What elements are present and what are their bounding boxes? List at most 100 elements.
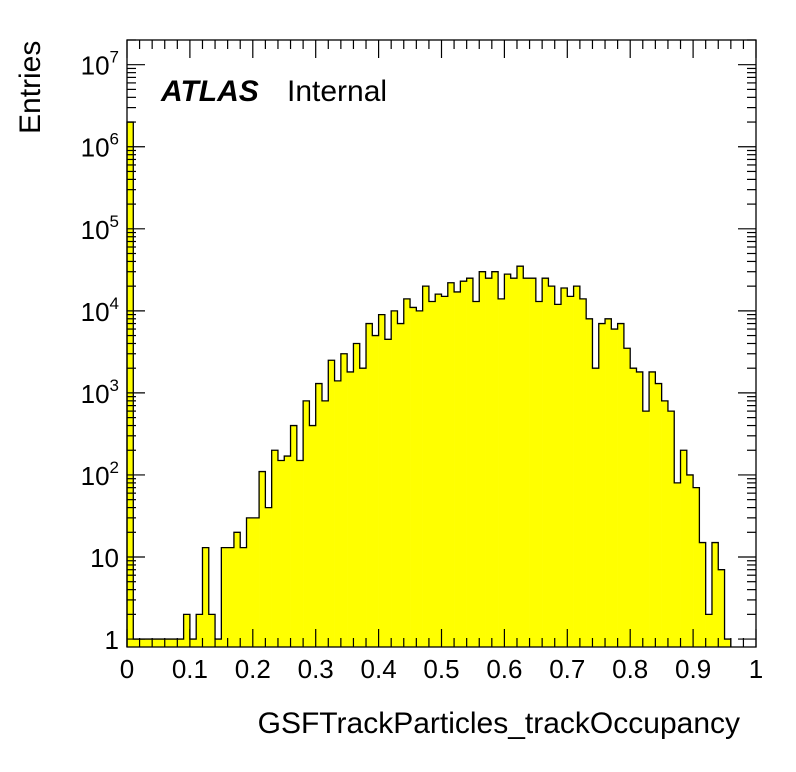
histogram-bar bbox=[215, 639, 222, 647]
histogram-bar bbox=[353, 343, 361, 647]
x-tick-label: 0.1 bbox=[172, 654, 208, 684]
x-tick-label: 0.3 bbox=[298, 654, 334, 684]
histogram-bar bbox=[435, 294, 442, 647]
histogram-bar bbox=[359, 368, 367, 647]
histogram-bar bbox=[259, 471, 266, 647]
histogram-bar bbox=[441, 296, 449, 647]
histogram-bar bbox=[410, 307, 417, 647]
y-tick-label: 106 bbox=[81, 130, 119, 163]
histogram-bar bbox=[246, 517, 254, 647]
histogram-bar bbox=[315, 383, 323, 647]
histogram-bar bbox=[479, 271, 486, 647]
histogram-bar bbox=[189, 639, 197, 647]
histogram-bar bbox=[164, 639, 172, 647]
histogram-bar bbox=[573, 286, 581, 647]
histogram-bar bbox=[686, 474, 694, 647]
histogram-bar bbox=[454, 291, 461, 647]
histogram-bar bbox=[586, 318, 593, 647]
histogram-bar bbox=[177, 639, 184, 647]
histogram-bar bbox=[699, 542, 706, 647]
histogram-bar bbox=[303, 400, 310, 647]
histogram-bar bbox=[636, 371, 644, 647]
histogram-bar bbox=[397, 323, 405, 647]
histogram-bar bbox=[428, 301, 436, 647]
histogram-bar bbox=[378, 314, 386, 647]
histogram-bar bbox=[642, 411, 650, 647]
histogram-bar bbox=[605, 318, 612, 647]
histogram-bar bbox=[680, 450, 688, 647]
histogram-bar bbox=[321, 400, 329, 647]
y-tick-label: 103 bbox=[81, 376, 119, 409]
histogram-bar bbox=[661, 400, 669, 647]
histogram-bar bbox=[724, 639, 732, 647]
histogram-bar bbox=[510, 278, 518, 647]
y-tick-labels: 1 10 102 103 104 105 106 107 bbox=[81, 48, 119, 655]
histogram-bar bbox=[296, 460, 304, 647]
histogram-bar bbox=[328, 360, 335, 647]
histogram-bar bbox=[554, 304, 562, 647]
histogram-bar bbox=[372, 335, 379, 647]
histogram-bar bbox=[667, 411, 675, 647]
histogram-bar bbox=[422, 286, 430, 647]
histogram-bar bbox=[705, 614, 713, 647]
histogram-bar bbox=[252, 517, 260, 647]
histogram-bar bbox=[202, 547, 210, 647]
y-tick-label: 102 bbox=[81, 458, 119, 491]
histogram-bar bbox=[592, 368, 600, 647]
histogram-bar bbox=[523, 278, 530, 647]
x-tick-label: 0.7 bbox=[549, 654, 585, 684]
axis-ticks bbox=[126, 39, 757, 647]
histogram-bar bbox=[535, 301, 543, 647]
x-tick-label: 0.2 bbox=[235, 654, 271, 684]
x-tick-label: 0 bbox=[120, 654, 134, 684]
histogram-bar bbox=[630, 368, 637, 647]
histogram-bar bbox=[271, 450, 279, 647]
histogram-bar bbox=[227, 547, 235, 647]
histogram-bar bbox=[416, 310, 423, 647]
x-tick-label: 0.4 bbox=[361, 654, 397, 684]
y-tick-label: 104 bbox=[81, 294, 119, 327]
histogram-bar bbox=[649, 371, 656, 647]
histogram-bar bbox=[498, 298, 505, 647]
histogram-bar bbox=[340, 353, 348, 647]
histogram-bar bbox=[183, 614, 191, 647]
histogram-bar bbox=[548, 286, 556, 647]
x-tick-label: 0.5 bbox=[423, 654, 459, 684]
histogram-bar bbox=[485, 278, 493, 647]
histogram-bar bbox=[152, 639, 159, 647]
histogram-bar bbox=[265, 507, 272, 647]
x-tick-labels: 0 0.1 0.2 0.3 0.4 0.5 0.6 0.7 0.8 0.9 1 bbox=[120, 654, 763, 684]
histogram-bar bbox=[674, 482, 681, 647]
histogram-bar bbox=[403, 298, 411, 647]
histogram-bar bbox=[133, 639, 140, 647]
histogram-bar bbox=[655, 383, 662, 647]
histogram-bar bbox=[127, 122, 134, 648]
histogram-bar bbox=[472, 301, 480, 647]
x-tick-label: 1 bbox=[749, 654, 763, 684]
histogram-bar bbox=[139, 639, 147, 647]
histogram-bar bbox=[366, 323, 373, 647]
histogram-bar bbox=[208, 614, 216, 647]
histogram-outline bbox=[126, 121, 732, 647]
y-axis-label: Entries bbox=[14, 41, 47, 134]
histogram-bar bbox=[158, 639, 166, 647]
histogram-bar bbox=[384, 339, 392, 647]
histogram-bar bbox=[611, 329, 618, 647]
histogram-bars bbox=[127, 122, 732, 648]
histogram-bar bbox=[334, 380, 342, 647]
histogram-bar bbox=[460, 281, 467, 647]
y-tick-label: 105 bbox=[81, 212, 119, 245]
y-tick-label: 1 bbox=[105, 625, 119, 655]
x-tick-label: 0.9 bbox=[675, 654, 711, 684]
internal-label: Internal bbox=[287, 75, 387, 108]
histogram-bar bbox=[516, 266, 524, 647]
histogram-bar bbox=[491, 271, 499, 647]
x-tick-label: 0.8 bbox=[612, 654, 648, 684]
histogram-bar bbox=[309, 425, 316, 647]
histogram-bar bbox=[447, 282, 455, 647]
y-tick-label: 107 bbox=[81, 48, 119, 81]
histogram-bar bbox=[561, 287, 568, 647]
histogram-bar bbox=[504, 274, 511, 647]
x-tick-label: 0.6 bbox=[486, 654, 522, 684]
